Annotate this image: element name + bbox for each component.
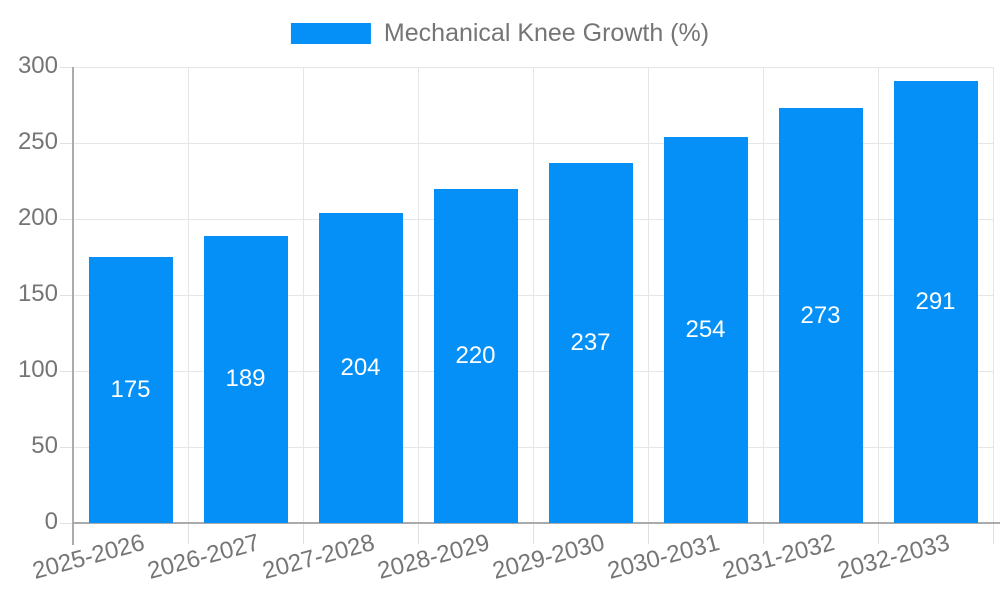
gridline-vertical	[877, 67, 879, 523]
gridline-vertical	[647, 67, 649, 523]
gridline-vertical	[532, 67, 534, 523]
bar	[318, 212, 403, 523]
y-axis-tick	[60, 294, 73, 296]
gridline-vertical	[762, 67, 764, 523]
x-axis-tick	[647, 523, 649, 544]
y-tick-label: 50	[31, 432, 58, 459]
y-tick-label: 100	[17, 356, 58, 383]
x-tick-label: 2028-2029	[374, 529, 493, 585]
bar-value-label: 175	[110, 376, 151, 403]
y-axis-tick	[60, 66, 73, 68]
gridline-vertical	[302, 67, 304, 523]
y-axis-line	[72, 67, 74, 545]
bar	[433, 188, 518, 523]
legend-series-label: Mechanical Knee Growth (%)	[383, 19, 710, 47]
gridline-vertical	[417, 67, 419, 523]
y-tick-label: 250	[17, 128, 58, 155]
bar	[663, 136, 748, 523]
x-axis-tick	[302, 523, 304, 544]
bar-value-label: 254	[685, 315, 726, 343]
gridline-vertical	[992, 67, 994, 523]
y-axis-tick	[60, 142, 73, 144]
legend-color-swatch-icon	[290, 22, 371, 44]
bar-value-label: 220	[455, 341, 496, 369]
y-tick-label: 0	[44, 508, 58, 535]
gridline-vertical	[187, 67, 189, 523]
bar	[893, 80, 978, 523]
y-tick-label: 300	[17, 52, 58, 79]
chart-legend: Mechanical Knee Growth (%)	[290, 19, 710, 47]
y-axis-tick	[60, 446, 73, 448]
x-axis-tick	[417, 523, 419, 544]
y-axis-tick	[60, 218, 73, 220]
x-tick-label: 2027-2028	[259, 529, 378, 585]
x-axis-tick	[992, 523, 994, 544]
x-axis-tick	[532, 523, 534, 544]
y-tick-label: 200	[17, 204, 58, 231]
bar-value-label: 189	[225, 365, 266, 393]
x-axis-tick	[187, 523, 189, 544]
x-tick-label: 2025-2026	[29, 529, 148, 585]
x-tick-label: 2029-2030	[489, 529, 608, 585]
y-axis-tick	[60, 370, 73, 372]
bar	[548, 162, 633, 523]
y-tick-label: 150	[17, 280, 58, 307]
y-axis-tick	[60, 522, 73, 524]
plot-area: 0 50 100 150 200 250 300 175 2025-2026 189 2026-20…	[18, 53, 1000, 585]
bar-value-label: 291	[915, 287, 956, 315]
bar	[203, 235, 288, 523]
x-axis-tick	[877, 523, 879, 544]
x-tick-label: 2030-2031	[604, 529, 723, 585]
x-tick-label: 2026-2027	[144, 529, 263, 585]
bar-value-label: 273	[800, 301, 841, 329]
bar	[88, 257, 173, 523]
x-tick-label: 2032-2033	[834, 529, 953, 585]
bar-value-label: 237	[570, 328, 611, 356]
x-tick-label: 2031-2032	[719, 529, 838, 585]
x-axis-tick	[762, 523, 764, 544]
bar-value-label: 204	[340, 353, 381, 381]
x-axis-baseline	[73, 522, 1000, 524]
bar	[778, 108, 863, 523]
